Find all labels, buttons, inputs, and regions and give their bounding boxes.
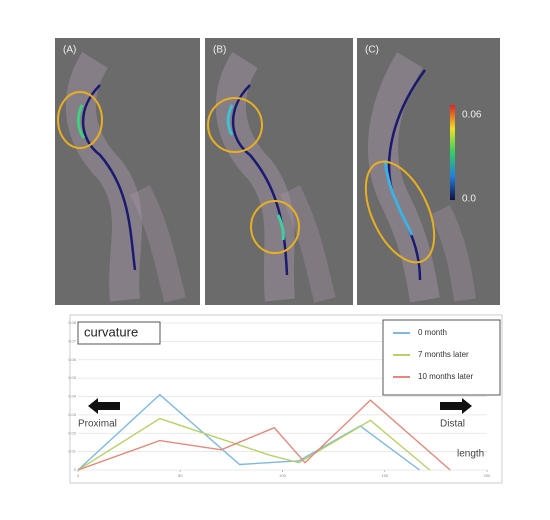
- y-tick-label: 0.07: [68, 338, 77, 343]
- colorbar: [450, 105, 455, 200]
- x-tick-label: 50: [178, 473, 183, 478]
- panel-label: (C): [365, 45, 379, 56]
- y-tick-label: 0.01: [68, 449, 77, 454]
- annotation: Distal: [440, 419, 465, 430]
- legend-label: 7 months later: [418, 350, 469, 359]
- annotation: length: [457, 449, 484, 460]
- legend-label: 10 months later: [418, 372, 473, 381]
- x-tick-label: 150: [381, 473, 388, 478]
- figure: (A) (B) 0.06 0.0 (C) 00.010.020.030.040.…: [0, 0, 550, 520]
- legend-label: 0 month: [418, 328, 447, 337]
- y-tick-label: 0.02: [68, 430, 77, 435]
- annotation: Proximal: [78, 419, 117, 430]
- panel-label: (B): [213, 45, 226, 56]
- panel-label: (A): [63, 45, 76, 56]
- colorbar-min-label: 0.0: [462, 194, 476, 205]
- panel-b: (B): [205, 38, 353, 305]
- y-tick-label: 0.06: [68, 357, 77, 362]
- x-tick-label: 200: [484, 473, 491, 478]
- y-tick-label: 0.03: [68, 412, 77, 417]
- chart-title: curvature: [84, 324, 138, 339]
- y-tick-label: 0.05: [68, 375, 77, 380]
- panel-c: 0.06 0.0 (C): [352, 38, 500, 305]
- y-tick-label: 0.08: [68, 320, 77, 325]
- y-tick-label: 0.04: [68, 394, 77, 399]
- x-tick-label: 100: [279, 473, 286, 478]
- panel-a: (A): [55, 38, 200, 305]
- colorbar-max-label: 0.06: [462, 110, 482, 121]
